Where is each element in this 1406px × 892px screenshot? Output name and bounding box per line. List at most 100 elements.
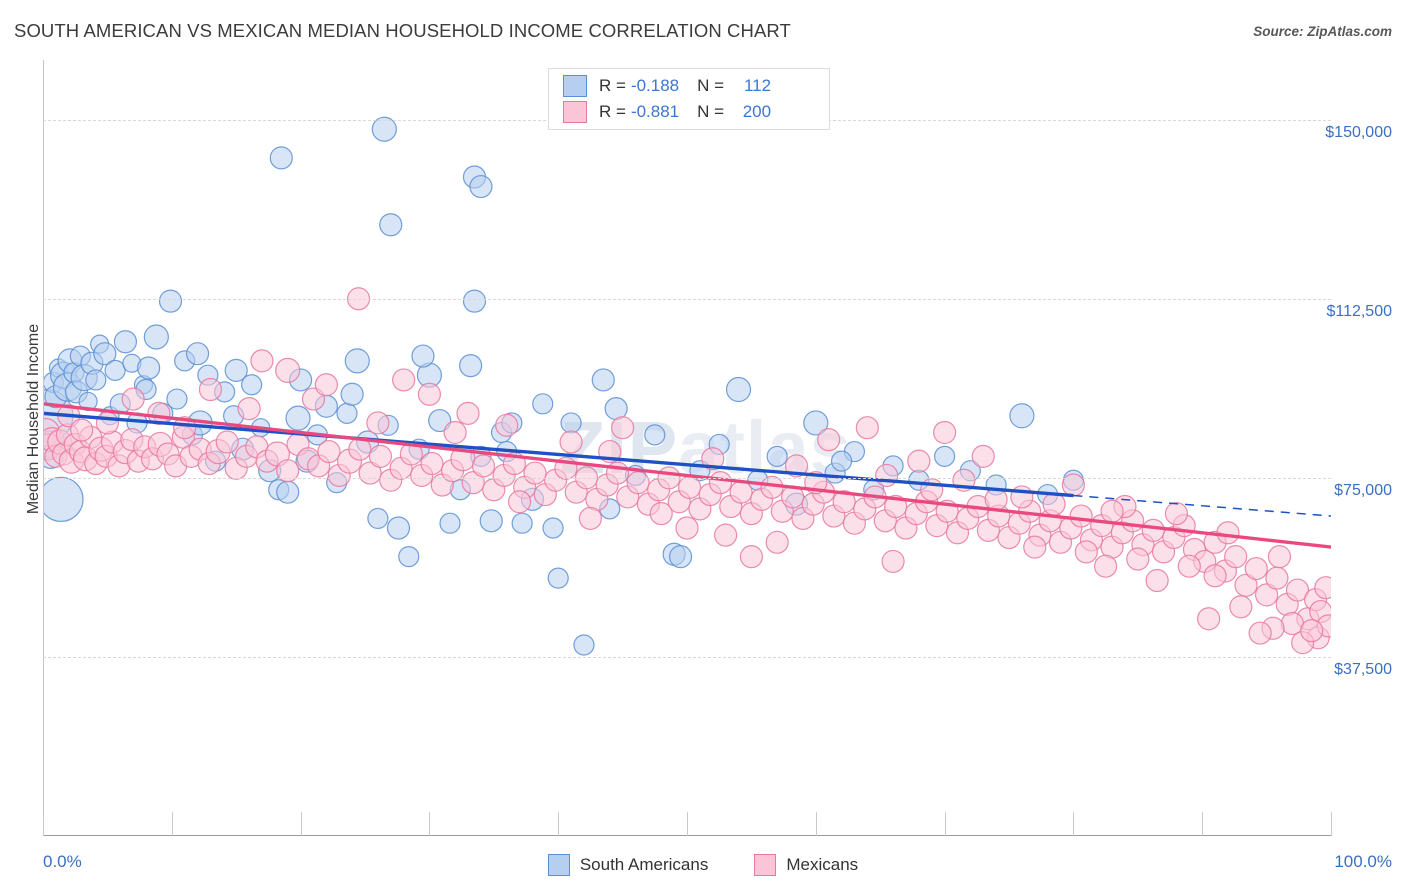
- data-point: [368, 508, 388, 528]
- data-point: [1178, 555, 1200, 577]
- data-point: [1142, 519, 1164, 541]
- data-point: [393, 369, 415, 391]
- data-point: [702, 448, 724, 470]
- data-point: [86, 370, 106, 390]
- data-point: [318, 441, 340, 463]
- legend-item-south-americans[interactable]: South Americans: [547, 854, 709, 876]
- data-point: [463, 290, 485, 312]
- data-point: [1235, 574, 1257, 596]
- x-axis-tick: [300, 812, 302, 836]
- stat-row: R = -0.881 N = 200: [549, 99, 829, 125]
- series-legend: South Americans Mexicans: [0, 848, 1406, 882]
- series-south-americans: [21, 117, 1084, 655]
- data-point: [199, 379, 221, 401]
- data-point: [337, 403, 357, 423]
- y-axis-title: Median Household Income: [25, 323, 42, 515]
- gridline: [43, 656, 1331, 658]
- data-point: [533, 394, 553, 414]
- data-point: [270, 147, 292, 169]
- n-label: N =: [697, 102, 725, 121]
- data-point: [833, 491, 855, 513]
- data-point: [1075, 541, 1097, 563]
- data-point: [187, 343, 209, 365]
- data-point: [1217, 522, 1239, 544]
- data-point: [592, 369, 614, 391]
- data-point: [286, 406, 310, 430]
- data-point: [39, 477, 83, 521]
- n-value: 112: [743, 76, 772, 95]
- y-axis-tick-label: $112,500: [1326, 302, 1392, 320]
- n-label: N =: [697, 76, 725, 95]
- y-axis-tick-label: $75,000: [1334, 481, 1392, 499]
- data-point: [524, 462, 546, 484]
- r-label: R =: [599, 76, 626, 95]
- legend-label: South Americans: [579, 855, 709, 874]
- y-axis-tick-label: $150,000: [1325, 123, 1392, 141]
- x-axis-tick: [171, 812, 173, 836]
- data-point: [94, 343, 116, 365]
- x-axis-label-max: 100.0%: [1334, 852, 1392, 871]
- data-point: [1301, 620, 1323, 642]
- x-axis-tick: [1202, 812, 1204, 836]
- data-point: [1127, 548, 1149, 570]
- data-point: [1198, 608, 1220, 630]
- data-point: [462, 472, 484, 494]
- data-point: [727, 378, 751, 402]
- stat-swatch: [563, 75, 587, 97]
- n-value: 200: [742, 102, 772, 121]
- legend-swatch: [754, 854, 777, 876]
- data-point: [560, 431, 582, 453]
- data-point: [122, 388, 144, 410]
- trendline-extension-south-americans: [1073, 496, 1331, 517]
- data-point: [380, 214, 402, 236]
- data-point: [174, 417, 196, 439]
- data-point: [138, 357, 160, 379]
- y-axis-line: [43, 60, 44, 836]
- data-point: [277, 460, 299, 482]
- data-point: [412, 345, 434, 367]
- data-point: [1268, 546, 1290, 568]
- data-point: [612, 417, 634, 439]
- x-axis-tick: [1331, 812, 1332, 836]
- data-point: [818, 429, 840, 451]
- data-point: [470, 176, 492, 198]
- data-point: [96, 412, 118, 434]
- stat-swatch: [563, 101, 587, 123]
- data-point: [1230, 596, 1252, 618]
- trendline-south-americans: [43, 413, 1073, 495]
- legend-label: Mexicans: [786, 855, 859, 874]
- data-point: [457, 402, 479, 424]
- data-point: [216, 431, 238, 453]
- scatter-canvas: [43, 60, 1331, 836]
- data-point: [160, 290, 182, 312]
- data-point: [460, 355, 482, 377]
- data-point: [934, 421, 956, 443]
- data-point: [440, 513, 460, 533]
- data-point: [1245, 558, 1267, 580]
- data-point: [574, 635, 594, 655]
- data-point: [856, 417, 878, 439]
- series-mexicans: [32, 288, 1340, 654]
- data-point: [935, 446, 955, 466]
- data-point: [1146, 570, 1168, 592]
- data-point: [472, 455, 494, 477]
- data-point: [1256, 584, 1278, 606]
- data-point: [242, 375, 262, 395]
- data-point: [972, 445, 994, 467]
- data-point: [421, 453, 443, 475]
- x-axis-tick: [558, 812, 560, 836]
- data-point: [548, 568, 568, 588]
- data-point: [225, 359, 247, 381]
- legend-item-mexicans[interactable]: Mexicans: [754, 854, 858, 876]
- data-point: [418, 383, 440, 405]
- data-point: [367, 412, 389, 434]
- data-point: [429, 410, 451, 432]
- data-point: [740, 546, 762, 568]
- data-point: [766, 531, 788, 553]
- data-point: [276, 358, 300, 382]
- plot-area: [43, 60, 1331, 836]
- data-point: [1165, 503, 1187, 525]
- x-axis-tick: [43, 812, 44, 836]
- trendline-mexicans: [43, 404, 1331, 547]
